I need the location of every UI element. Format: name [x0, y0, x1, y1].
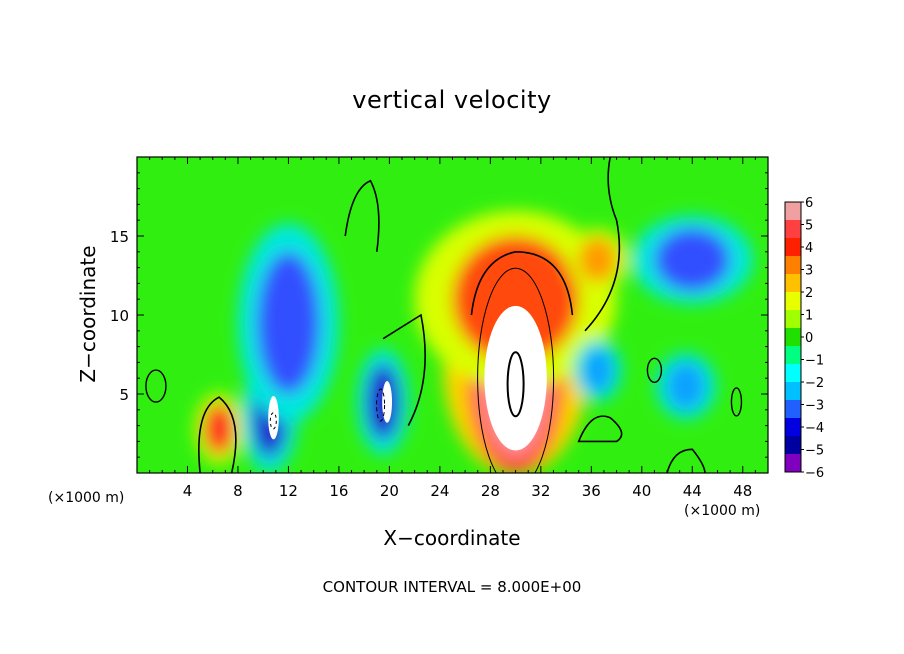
colorbar-swatch	[785, 436, 801, 455]
chart-title: vertical velocity	[352, 86, 552, 114]
colorbar-label: 0	[805, 331, 813, 346]
contour-interval-note: CONTOUR INTERVAL = 8.000E+00	[322, 578, 582, 596]
x-tick-label: 48	[733, 482, 752, 500]
colorbar: 6 5 4 3 2 1 0 −1 −2 −3 −4 −5 −6	[784, 196, 824, 481]
x-unit-label-left: (×1000 m)	[48, 490, 125, 506]
y-axis: 5 10 15	[110, 172, 768, 458]
colorbar-swatch	[785, 274, 801, 293]
colorbar-swatch	[785, 400, 801, 419]
contour-lines	[145, 157, 743, 473]
colorbar-swatch	[785, 454, 801, 473]
contour-line	[145, 369, 167, 403]
heatmap-field	[137, 157, 768, 473]
contour-line	[577, 415, 623, 443]
x-tick-label: 8	[233, 482, 243, 500]
colorbar-swatch	[785, 238, 801, 257]
x-tick-label: 36	[582, 482, 601, 500]
updraft-region	[203, 403, 235, 455]
colorbar-swatch	[785, 292, 801, 311]
strong-downdraft-core	[268, 395, 279, 440]
colorbar-swatch	[785, 202, 801, 221]
colorbar-swatch	[785, 382, 801, 401]
x-tick-label: 12	[279, 482, 298, 500]
colorbar-swatch	[785, 418, 801, 437]
x-tick-label: 44	[683, 482, 702, 500]
contour-line	[477, 267, 555, 473]
x-tick-label: 40	[632, 482, 651, 500]
colorbar-label: 5	[805, 219, 813, 234]
colorbar-label: 1	[805, 309, 813, 324]
contour-line	[198, 396, 237, 473]
colorbar-label: 4	[805, 241, 813, 256]
contour-line	[344, 179, 380, 252]
colorbar-swatch	[785, 310, 801, 329]
colorbar-label: 2	[805, 286, 813, 301]
contour-line	[666, 448, 706, 473]
strong-downdraft-core	[382, 381, 393, 423]
x-axis: 4 8 12 16 20 24 28 32 36 40 44 48	[149, 157, 756, 500]
x-tick-label: 16	[329, 482, 348, 500]
colorbar-swatch	[785, 328, 801, 347]
x-unit-label-right: (×1000 m)	[684, 503, 761, 519]
colorbar-label: −1	[805, 354, 824, 369]
y-tick-label: 5	[119, 386, 129, 404]
colorbar-label: 6	[805, 196, 813, 211]
contour-line	[646, 357, 663, 383]
x-tick-label: 20	[380, 482, 399, 500]
x-tick-label: 28	[481, 482, 500, 500]
colorbar-swatch	[785, 346, 801, 365]
updraft-region	[452, 236, 579, 363]
y-tick-label: 15	[110, 228, 129, 246]
colorbar-label: −2	[805, 376, 824, 391]
colorbar-swatch	[785, 220, 801, 239]
colorbar-label: −5	[805, 444, 824, 459]
updraft-region	[578, 237, 617, 282]
colorbar-label: −3	[805, 399, 824, 414]
colorbar-swatch	[785, 364, 801, 383]
contour-line	[584, 157, 621, 332]
contour-line	[470, 250, 574, 316]
colorbar-swatch	[785, 256, 801, 275]
downdraft-region	[654, 228, 731, 292]
x-tick-label: 24	[430, 482, 449, 500]
contour-line	[730, 387, 743, 417]
x-axis-label: X−coordinate	[383, 526, 521, 550]
contour-line	[506, 351, 525, 418]
downdraft-region	[582, 348, 613, 393]
colorbar-label: 3	[805, 264, 813, 279]
updraft-core	[484, 305, 547, 451]
downdraft-region	[256, 251, 320, 394]
downdraft-region	[667, 362, 705, 410]
contour-line-negative	[269, 412, 277, 430]
x-tick-label: 32	[531, 482, 550, 500]
colorbar-label: −6	[805, 466, 824, 481]
y-axis-label: Z−coordinate	[76, 245, 100, 383]
x-tick-label: 4	[183, 482, 193, 500]
contour-line	[382, 313, 426, 426]
colorbar-label: −4	[805, 421, 824, 436]
y-tick-label: 10	[110, 307, 129, 325]
contour-line-negative	[376, 388, 386, 422]
